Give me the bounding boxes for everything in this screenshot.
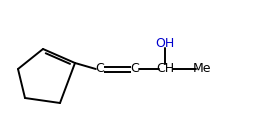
Text: C: C: [96, 62, 104, 75]
Text: Me: Me: [193, 62, 211, 75]
Text: C: C: [131, 62, 140, 75]
Text: CH: CH: [156, 62, 174, 75]
Text: OH: OH: [155, 37, 175, 50]
